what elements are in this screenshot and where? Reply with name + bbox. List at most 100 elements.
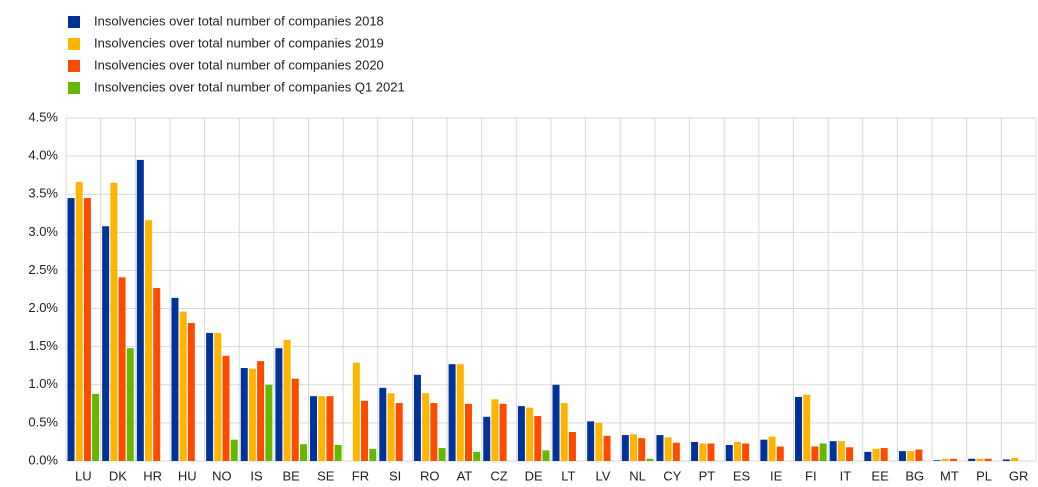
- y-tick-label: 3.5%: [28, 186, 58, 201]
- bar: [499, 403, 507, 461]
- bar: [837, 441, 845, 461]
- bar: [811, 446, 819, 461]
- x-tick-label: NL: [629, 468, 646, 483]
- x-tick-label: IS: [250, 468, 263, 483]
- bar: [915, 449, 923, 461]
- x-tick-label: LV: [595, 468, 610, 483]
- bar: [638, 438, 646, 461]
- bar: [517, 406, 525, 461]
- bar: [603, 435, 611, 461]
- x-tick-label: LU: [75, 468, 92, 483]
- bar: [92, 393, 100, 461]
- bar: [83, 198, 91, 462]
- bar: [448, 364, 456, 461]
- bar: [819, 443, 827, 461]
- bar: [438, 448, 446, 461]
- bar: [542, 450, 550, 461]
- x-tick-label: CZ: [490, 468, 507, 483]
- bar: [153, 287, 161, 461]
- bar: [430, 403, 438, 461]
- x-tick-label: CY: [663, 468, 681, 483]
- x-tick-label: RO: [420, 468, 440, 483]
- bar: [630, 434, 638, 461]
- bar: [126, 348, 134, 461]
- bar: [379, 387, 387, 461]
- bar: [699, 443, 707, 461]
- bar: [933, 460, 941, 461]
- bar: [118, 277, 126, 461]
- bar: [725, 444, 733, 461]
- bar: [656, 435, 664, 461]
- bar: [1002, 459, 1010, 461]
- bar: [976, 458, 984, 461]
- bar: [145, 220, 153, 461]
- bar: [768, 436, 776, 461]
- y-tick-label: 2.0%: [28, 300, 58, 315]
- bar: [846, 447, 854, 461]
- bar: [941, 458, 949, 461]
- bar: [110, 182, 118, 462]
- bar: [898, 451, 906, 461]
- bar: [733, 441, 741, 461]
- bar: [248, 368, 256, 461]
- y-tick-label: 1.5%: [28, 338, 58, 353]
- legend-swatch: [68, 38, 80, 50]
- bar: [552, 384, 560, 461]
- x-tick-label: BG: [905, 468, 924, 483]
- x-tick-label: MT: [940, 468, 959, 483]
- bar: [395, 403, 403, 461]
- bar: [352, 362, 360, 461]
- bar: [707, 443, 715, 461]
- x-tick-label: IT: [840, 468, 852, 483]
- x-tick-label: NO: [212, 468, 232, 483]
- bar: [318, 396, 326, 461]
- bar: [456, 364, 464, 461]
- x-tick-label: SE: [317, 468, 335, 483]
- bar: [560, 403, 568, 461]
- bar: [968, 458, 976, 461]
- bar: [75, 182, 83, 461]
- bar: [187, 323, 195, 461]
- bar: [171, 297, 179, 461]
- x-tick-label: AT: [457, 468, 473, 483]
- x-tick-label: SI: [389, 468, 401, 483]
- bar: [179, 311, 187, 461]
- bar: [907, 451, 915, 461]
- legend-label: Insolvencies over total number of compan…: [94, 57, 384, 72]
- bar: [491, 399, 499, 461]
- x-tick-label: HU: [178, 468, 197, 483]
- x-tick-label: FR: [352, 468, 369, 483]
- bar: [595, 422, 603, 461]
- x-tick-label: DK: [109, 468, 127, 483]
- legend-label: Insolvencies over total number of compan…: [94, 35, 384, 50]
- x-tick-label: FI: [805, 468, 817, 483]
- bar: [326, 396, 334, 461]
- bar: [214, 332, 222, 461]
- bar: [473, 451, 481, 461]
- bar: [334, 444, 342, 461]
- bar: [672, 442, 680, 461]
- bar: [664, 437, 672, 461]
- bar: [646, 458, 654, 461]
- y-tick-label: 0.5%: [28, 414, 58, 429]
- bar: [984, 458, 992, 461]
- bar: [803, 394, 811, 461]
- bar: [102, 226, 110, 461]
- bar: [880, 448, 888, 461]
- bar: [587, 421, 595, 461]
- bar: [222, 355, 230, 461]
- bar: [864, 451, 872, 461]
- bar: [742, 443, 750, 461]
- bar: [369, 448, 377, 461]
- bar: [361, 400, 369, 461]
- x-tick-label: IE: [770, 468, 783, 483]
- bar: [299, 444, 307, 461]
- bar: [483, 416, 491, 461]
- x-tick-label: HR: [143, 468, 162, 483]
- y-tick-label: 3.0%: [28, 224, 58, 239]
- bar: [67, 198, 75, 462]
- bar: [949, 458, 957, 461]
- x-tick-label: DE: [525, 468, 543, 483]
